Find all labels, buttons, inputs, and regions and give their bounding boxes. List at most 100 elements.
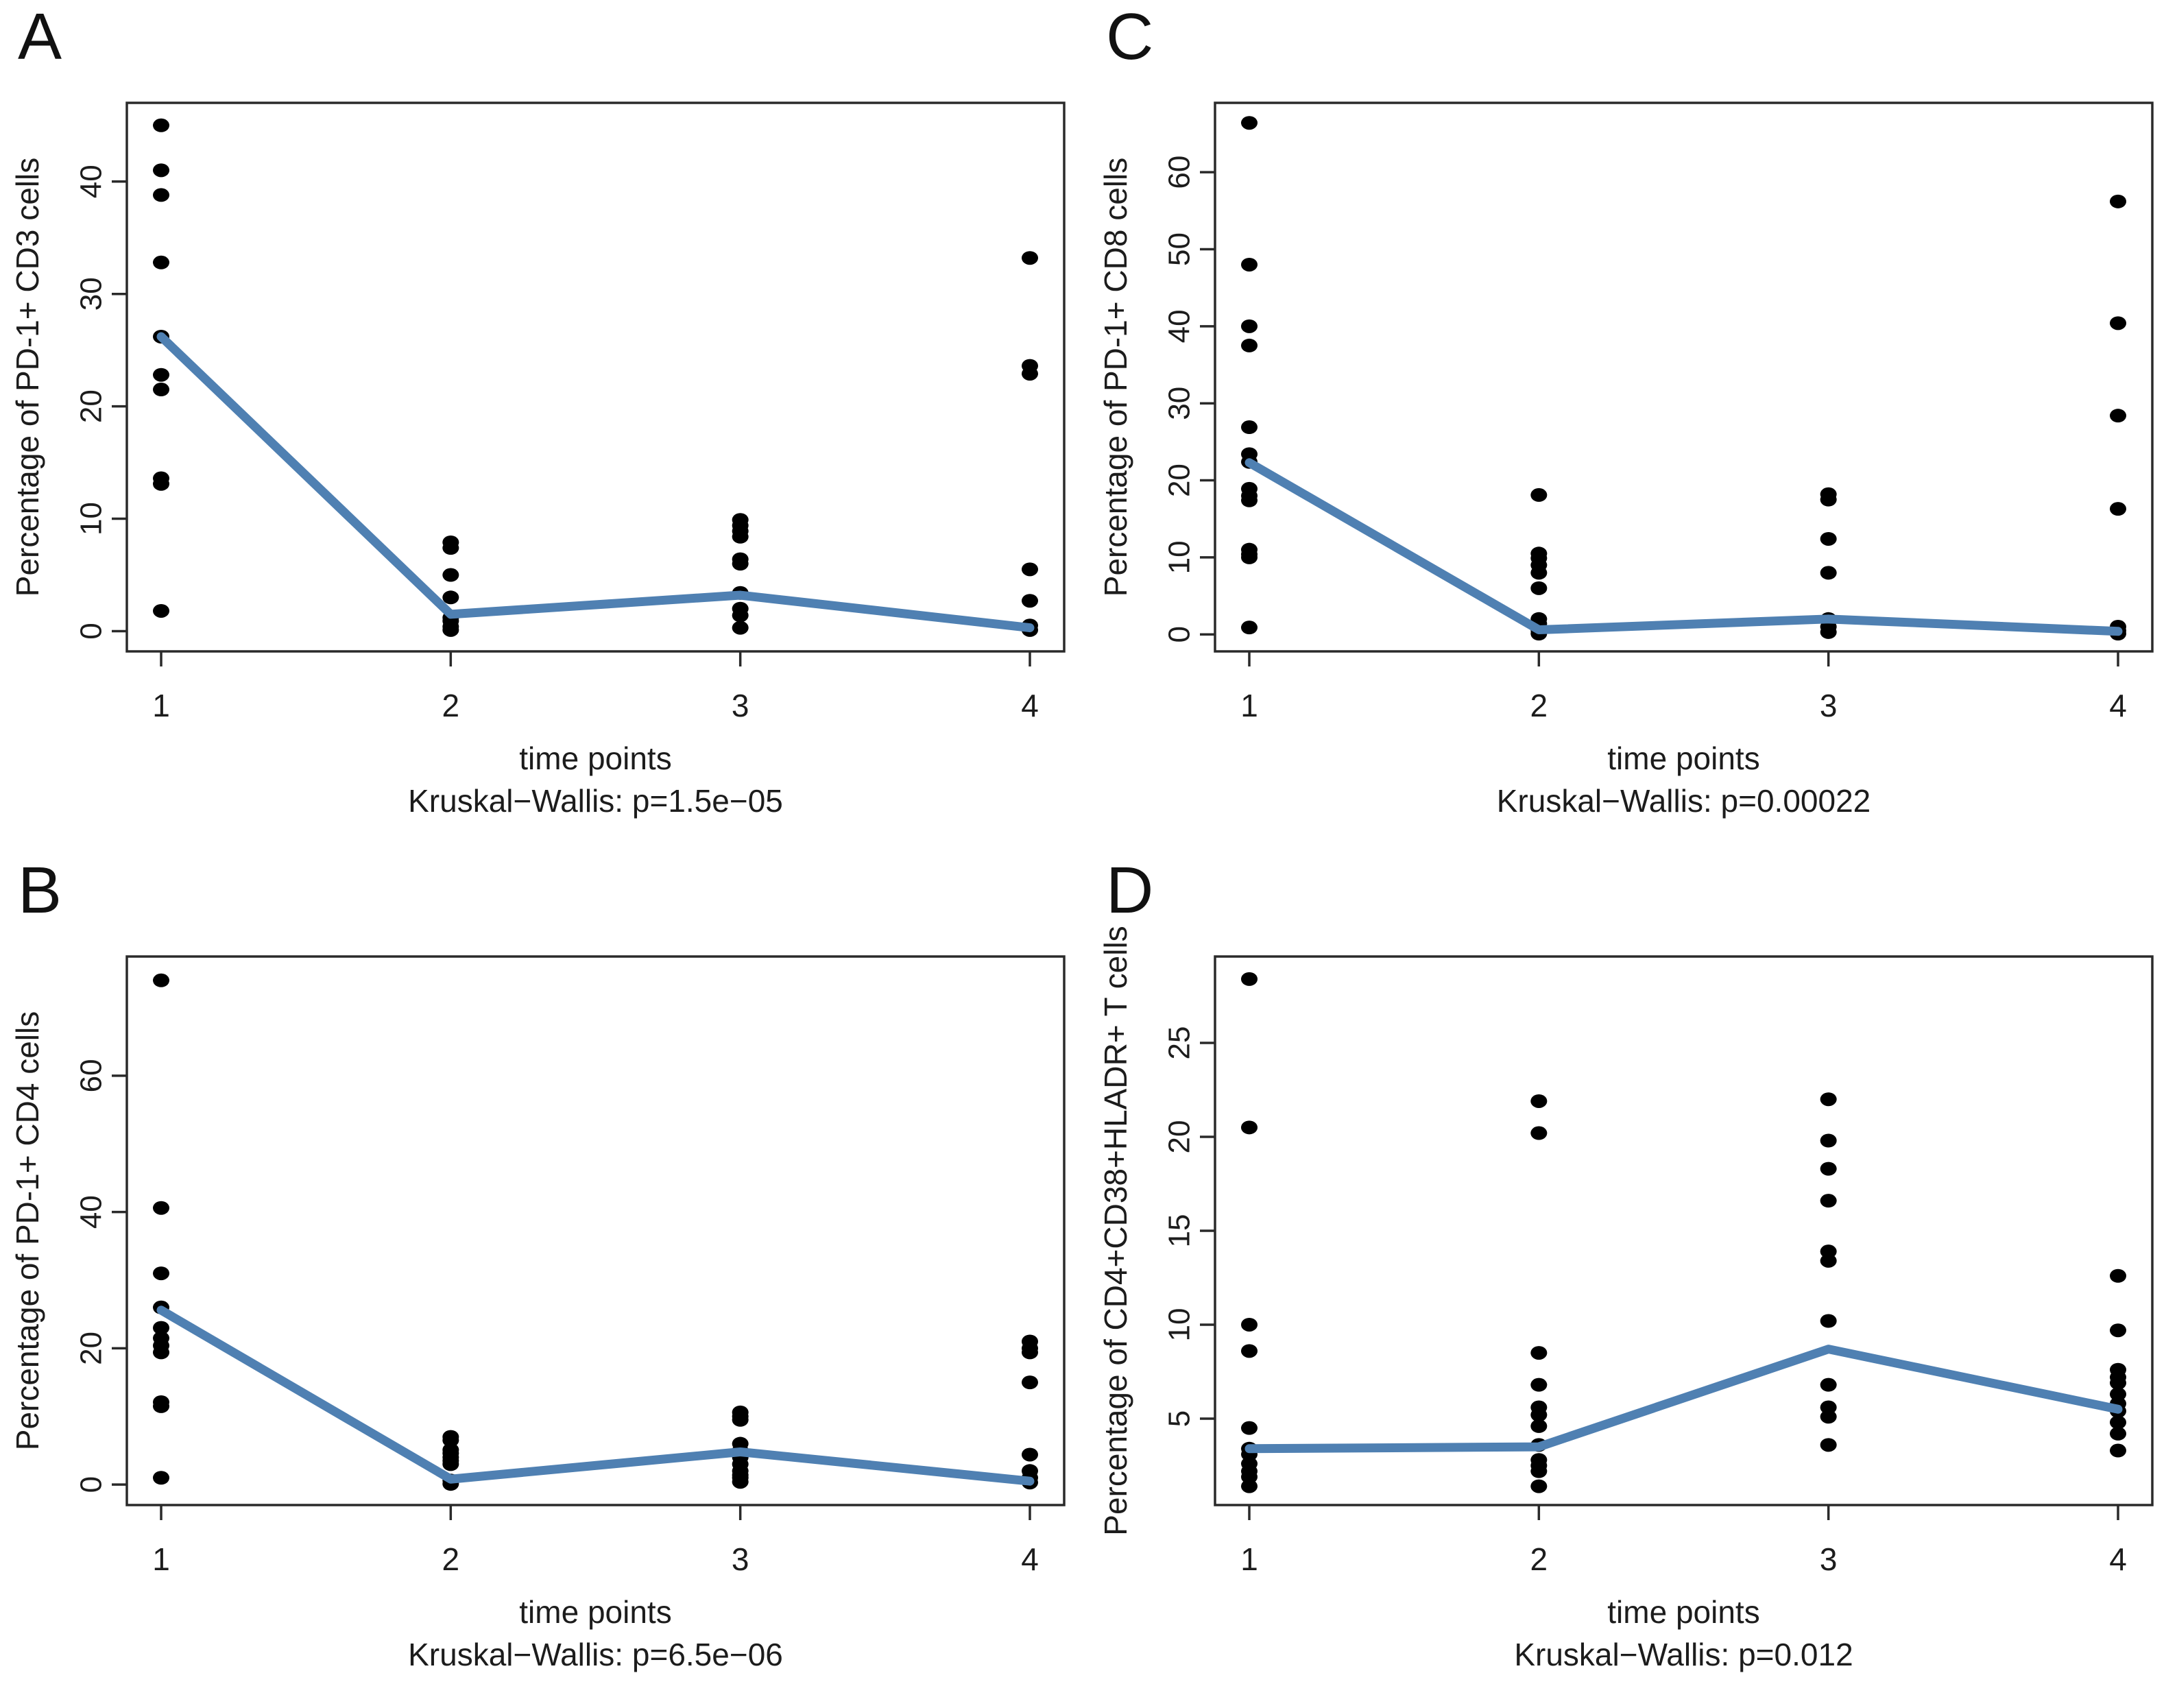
y-axis-title: Percentage of CD4+CD38+HLADR+ T cells xyxy=(1098,926,1133,1535)
data-point xyxy=(153,383,169,397)
plot-box xyxy=(1214,101,2154,653)
data-point xyxy=(1820,1438,1837,1452)
x-tick-label: 4 xyxy=(2109,1541,2127,1577)
x-tick-label: 4 xyxy=(1021,688,1039,723)
data-point xyxy=(1241,550,1258,564)
panel-D: D 5 10 15 20 25 1 2 3 4 Percentage of CD4+CD38+HL… xyxy=(1088,854,2177,1708)
panel-A-letter: A xyxy=(18,0,62,73)
panel-D-letter: D xyxy=(1106,854,1154,927)
data-point xyxy=(1022,1375,1038,1390)
x-tick-label: 2 xyxy=(442,1541,460,1577)
data-point xyxy=(1022,1345,1038,1360)
data-point xyxy=(1820,1162,1837,1176)
plot-box xyxy=(1214,955,2154,1506)
data-point xyxy=(1820,1194,1837,1208)
y-tick-label: 0 xyxy=(1163,626,1196,642)
data-point xyxy=(153,1321,169,1335)
y-tick-label: 0 xyxy=(75,623,108,639)
y-tick-label: 60 xyxy=(75,1059,108,1092)
data-point xyxy=(1241,1344,1258,1358)
panel-C-letter: C xyxy=(1106,0,1154,73)
data-point xyxy=(732,1475,749,1489)
data-point xyxy=(2110,1375,2126,1390)
median-line xyxy=(1244,1345,2123,1454)
data-point xyxy=(442,590,459,605)
data-point xyxy=(1241,116,1258,130)
panel-A-plot: 0 10 20 30 40 1 2 3 4 Percentage of PD-1+ CD3 cel… xyxy=(10,101,1066,819)
data-point xyxy=(2110,1443,2126,1458)
data-point xyxy=(153,1266,169,1281)
plot-box xyxy=(125,955,1066,1506)
x-tick-label: 2 xyxy=(1530,688,1548,723)
panel-C-plot: 0 10 20 30 40 50 60 1 2 3 4 Percentage of PD-1+ CD8… xyxy=(1098,101,2154,819)
y-tick-label: 40 xyxy=(1163,309,1196,343)
x-axis-title: time points xyxy=(519,741,671,776)
data-point xyxy=(153,1201,169,1215)
data-point xyxy=(1530,1419,1548,1433)
data-point xyxy=(1241,319,1258,333)
data-point xyxy=(2110,316,2126,330)
data-point xyxy=(732,529,749,544)
y-tick-label: 10 xyxy=(75,502,108,536)
stat-caption: Kruskal−Wallis: p=0.00022 xyxy=(1497,783,1871,819)
stat-caption: Kruskal−Wallis: p=1.5e−05 xyxy=(408,783,783,819)
data-point xyxy=(1022,251,1038,265)
panel-B-plot: 0 20 40 60 1 2 3 4 Percentage of PD-1+ CD4 cells… xyxy=(10,955,1066,1672)
x-tick-label: 3 xyxy=(1820,688,1838,723)
data-point xyxy=(2110,502,2126,516)
data-point xyxy=(1530,1126,1548,1140)
median-line xyxy=(156,1306,1035,1486)
plot-box xyxy=(125,101,1066,653)
data-point xyxy=(153,255,169,269)
panel-D-plot: 5 10 15 20 25 1 2 3 4 Percentage of CD4+CD38+HLAD… xyxy=(1098,926,2154,1672)
x-tick-label: 3 xyxy=(1820,1541,1838,1577)
x-tick-label: 2 xyxy=(1530,1541,1548,1577)
data-point xyxy=(153,188,169,202)
median-line xyxy=(156,332,1035,633)
stat-caption: Kruskal−Wallis: p=0.012 xyxy=(1514,1637,1853,1672)
data-point xyxy=(1241,257,1258,272)
y-tick-label: 0 xyxy=(75,1476,108,1493)
data-point xyxy=(442,1457,459,1471)
x-tick-label: 3 xyxy=(732,688,749,723)
panel-C: C 0 10 20 30 40 50 60 1 2 3 4 Percentage of PD-1+ C… xyxy=(1088,0,2177,854)
data-point xyxy=(732,557,749,571)
data-point xyxy=(1820,531,1837,546)
y-tick-label: 40 xyxy=(75,1195,108,1229)
data-point xyxy=(1241,621,1258,635)
data-point xyxy=(442,541,459,555)
data-point xyxy=(1820,1133,1837,1148)
median-line xyxy=(1244,458,2123,636)
data-point xyxy=(442,1433,459,1447)
y-tick-label: 30 xyxy=(1163,387,1196,420)
data-point xyxy=(1820,1092,1837,1107)
data-point xyxy=(1241,1120,1258,1135)
data-point xyxy=(1820,1314,1837,1328)
data-point xyxy=(1530,1408,1548,1422)
data-point xyxy=(1530,1346,1548,1360)
data-point xyxy=(153,603,169,618)
data-point xyxy=(1241,1479,1258,1493)
data-point xyxy=(1530,566,1548,580)
data-point xyxy=(442,623,459,637)
y-tick-label: 10 xyxy=(1163,1308,1196,1342)
x-tick-label: 3 xyxy=(732,1541,749,1577)
data-point xyxy=(1241,493,1258,507)
data-point xyxy=(1820,566,1837,580)
data-point xyxy=(153,118,169,132)
data-point xyxy=(1241,972,1258,986)
data-point xyxy=(1820,1400,1837,1415)
y-tick-label: 15 xyxy=(1163,1214,1196,1248)
data-point xyxy=(1530,1464,1548,1478)
y-tick-label: 20 xyxy=(1163,464,1196,497)
data-point xyxy=(732,608,749,623)
data-point xyxy=(442,568,459,582)
y-axis-title: Percentage of PD-1+ CD4 cells xyxy=(10,1011,45,1450)
data-point xyxy=(2110,194,2126,208)
stat-caption: Kruskal−Wallis: p=6.5e−06 xyxy=(408,1637,783,1672)
x-tick-label: 2 xyxy=(442,688,460,723)
data-point xyxy=(153,1471,169,1485)
panel-B: B 0 20 40 60 1 2 3 4 Percentage of PD-1+ CD4 cel… xyxy=(0,854,1088,1708)
data-point xyxy=(2110,1415,2126,1430)
